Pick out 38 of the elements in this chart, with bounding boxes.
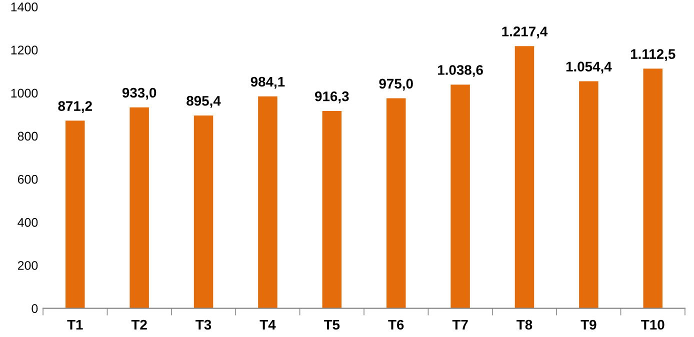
bar	[322, 110, 342, 308]
data-label: 916,3	[315, 91, 349, 104]
bar	[258, 96, 278, 308]
bar	[130, 107, 149, 308]
y-tick-label: 400	[18, 218, 38, 227]
data-label: 1.217,4	[502, 26, 548, 38]
bar	[643, 68, 663, 308]
bar	[65, 120, 85, 308]
x-tick-label: T7	[452, 320, 468, 330]
x-tick-label: T9	[580, 320, 596, 330]
x-tick-label: T10	[641, 320, 664, 330]
data-label: 1.054,4	[566, 62, 612, 74]
bar	[450, 84, 470, 308]
x-tick-label: T5	[324, 320, 340, 330]
y-tick-label: 1000	[11, 88, 38, 98]
data-label: 895,4	[186, 96, 221, 108]
data-label: 871,2	[58, 101, 92, 113]
y-tick-label: 0	[32, 304, 38, 314]
data-label: 975,0	[379, 78, 413, 91]
y-tick-label: 800	[18, 132, 38, 141]
x-tick-label: T2	[131, 320, 147, 330]
bar	[514, 46, 534, 308]
bar	[386, 98, 406, 308]
x-tick-label: T8	[516, 320, 532, 330]
data-label: 1.038,6	[438, 65, 483, 77]
y-tick-label: 600	[18, 174, 38, 184]
data-label: 933,0	[122, 88, 156, 100]
y-tick-label: 1400	[11, 2, 38, 12]
data-label: 984,1	[250, 76, 285, 89]
bar	[579, 81, 598, 308]
x-tick-label: T4	[260, 320, 276, 330]
y-tick-label: 200	[18, 261, 38, 270]
x-tick-label: T3	[196, 320, 212, 330]
x-tick-label: T1	[67, 320, 83, 330]
data-label: 1.112,5	[630, 49, 676, 62]
y-tick-label: 1200	[11, 46, 38, 54]
x-tick-label: T6	[388, 320, 404, 330]
bar	[194, 115, 214, 308]
